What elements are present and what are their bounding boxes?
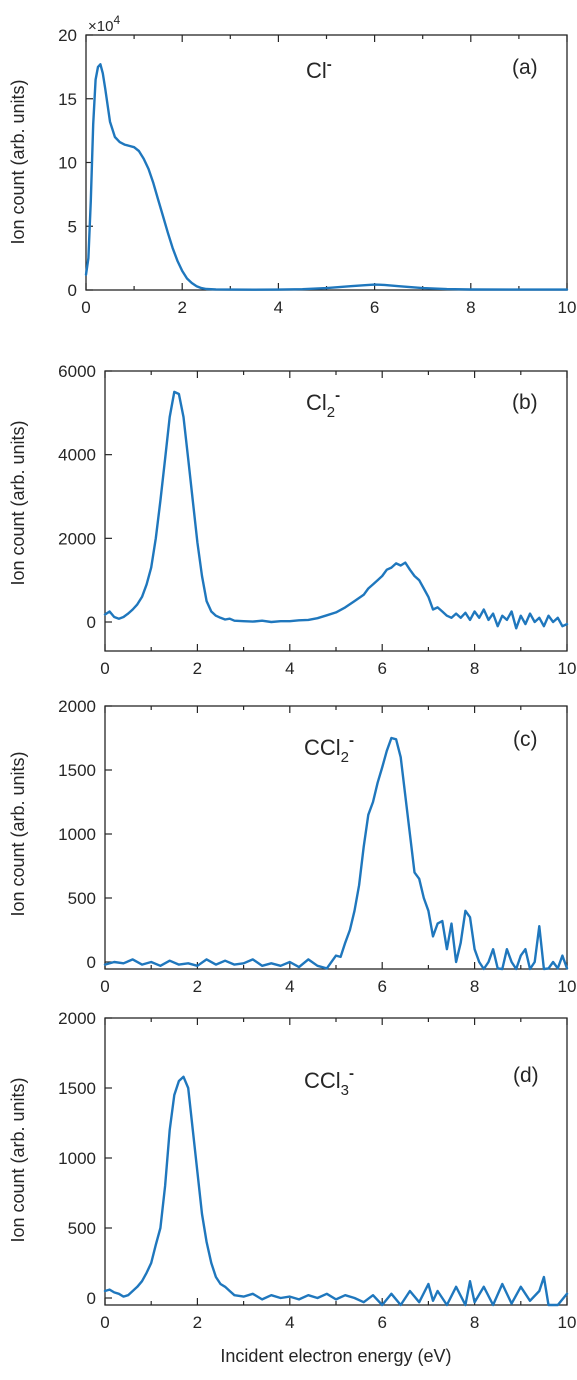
y-axis-label: Ion count (arb. units) (8, 1077, 28, 1242)
x-tick-label: 2 (193, 977, 202, 996)
y-tick-label: 1500 (58, 1079, 96, 1098)
ticks (104, 370, 568, 651)
tick-labels: 0 2 4 6 8 10 0 2000 4000 6000 (58, 362, 576, 678)
y-tick-label: 2000 (58, 529, 96, 548)
series-line (103, 736, 569, 971)
y-tick-label: 0 (87, 613, 96, 632)
panel-tag: (b) (512, 391, 538, 414)
y-tick-label: 500 (68, 889, 96, 908)
tick-labels: 0 2 4 6 8 10 0 500 1000 1500 2000 (58, 697, 576, 996)
y-tick-label: 1000 (58, 1149, 96, 1168)
y-tick-label: 20 (58, 26, 77, 45)
x-tick-label: 8 (470, 1313, 479, 1332)
y-tick-label: 500 (68, 1219, 96, 1238)
series-line (103, 390, 569, 630)
y-tick-label: 15 (58, 90, 77, 109)
x-tick-label: 10 (558, 659, 577, 678)
x-tick-label: 2 (177, 298, 186, 317)
y-tick-label: 2000 (58, 697, 96, 716)
x-tick-label: 6 (377, 977, 386, 996)
x-tick-label: 8 (470, 659, 479, 678)
x-tick-label: 4 (285, 1313, 294, 1332)
x-tick-label: 8 (466, 298, 475, 317)
axes-frame (104, 1017, 568, 1306)
x-tick-label: 6 (377, 659, 386, 678)
y-exponent-label: ×104 (88, 13, 120, 35)
panel-b: 0 2 4 6 8 10 0 2000 4000 6000 Ion count (arb. uni… (8, 362, 576, 678)
y-tick-label: 0 (68, 281, 77, 300)
ion-label: Cl2- (306, 387, 340, 421)
y-tick-label: 1000 (58, 825, 96, 844)
x-tick-label: 2 (193, 659, 202, 678)
y-tick-label: 1500 (58, 761, 96, 780)
y-tick-label: 0 (87, 953, 96, 972)
ion-label: CCl2- (304, 732, 354, 766)
y-axis-label: Ion count (arb. units) (8, 420, 28, 585)
panel-a: 0 2 4 6 8 10 0 5 10 15 20 Ion count (arb. units) ×… (8, 13, 576, 317)
panel-d: 0 2 4 6 8 10 0 500 1000 1500 2000 Ion count (arb. … (8, 1009, 576, 1366)
x-tick-label: 4 (285, 977, 294, 996)
x-tick-label: 10 (558, 1313, 577, 1332)
ticks (104, 1017, 568, 1305)
x-tick-label: 0 (81, 298, 90, 317)
axes-frame (104, 370, 568, 652)
series-line (103, 1075, 569, 1307)
x-tick-label: 8 (470, 977, 479, 996)
y-tick-label: 4000 (58, 446, 96, 465)
y-axis-label: Ion count (arb. units) (8, 751, 28, 916)
x-tick-label: 6 (377, 1313, 386, 1332)
x-tick-label: 0 (100, 1313, 109, 1332)
x-axis-label: Incident electron energy (eV) (220, 1346, 451, 1366)
ticks (85, 34, 568, 291)
series-line (84, 63, 569, 291)
x-tick-label: 0 (100, 659, 109, 678)
x-tick-label: 6 (370, 298, 379, 317)
ion-label: Cl- (306, 56, 332, 83)
y-tick-label: 0 (87, 1289, 96, 1308)
y-tick-label: 6000 (58, 362, 96, 381)
panel-tag: (d) (513, 1064, 539, 1087)
panel-tag: (a) (512, 56, 538, 79)
tick-labels: 0 2 4 6 8 10 0 500 1000 1500 2000 (58, 1009, 576, 1332)
panel-c: 0 2 4 6 8 10 0 500 1000 1500 2000 Ion count (arb. … (8, 697, 576, 996)
x-tick-label: 2 (193, 1313, 202, 1332)
x-tick-label: 4 (285, 659, 294, 678)
tick-labels: 0 2 4 6 8 10 0 5 10 15 20 (58, 26, 576, 317)
ion-label: CCl3- (304, 1065, 354, 1099)
y-tick-label: 5 (68, 217, 77, 236)
y-axis-label: Ion count (arb. units) (8, 79, 28, 244)
x-tick-label: 10 (558, 977, 577, 996)
x-tick-label: 4 (274, 298, 283, 317)
panel-tag: (c) (513, 728, 538, 751)
y-tick-label: 10 (58, 154, 77, 173)
x-tick-label: 10 (558, 298, 577, 317)
y-tick-label: 2000 (58, 1009, 96, 1028)
x-tick-label: 0 (100, 977, 109, 996)
